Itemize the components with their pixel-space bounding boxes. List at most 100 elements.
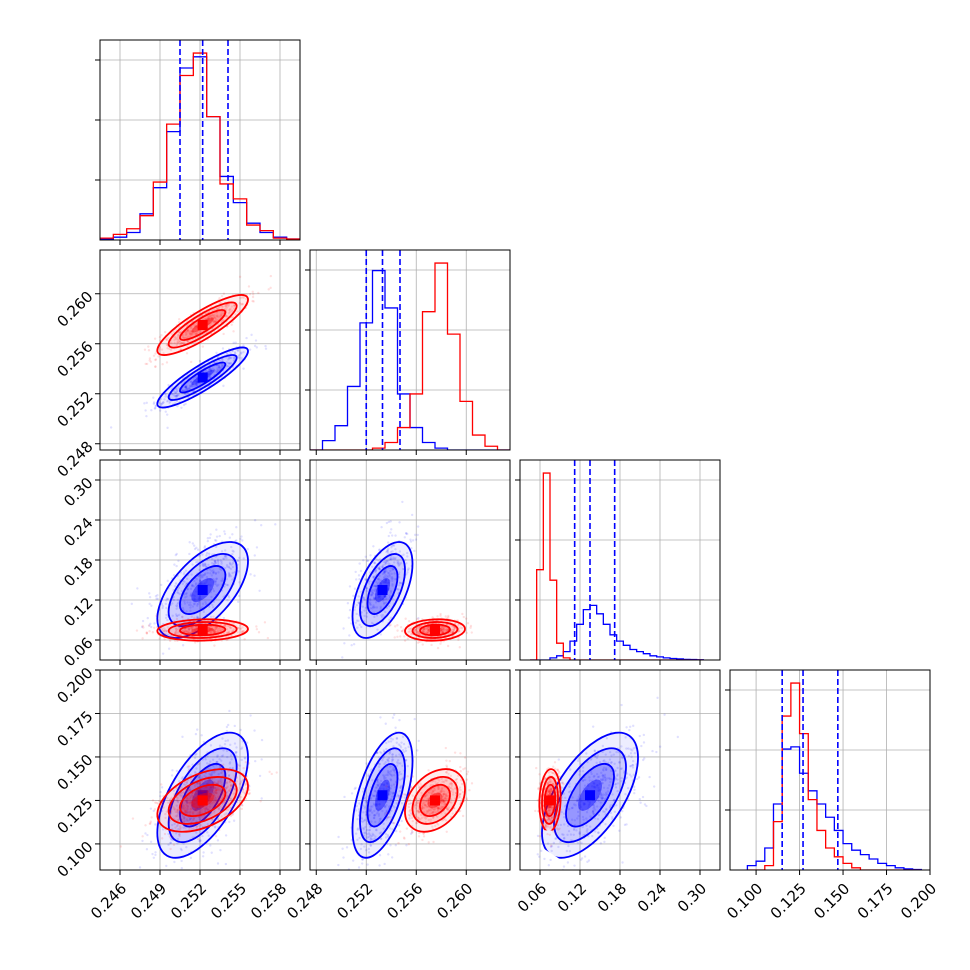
scatter-point <box>206 762 209 765</box>
scatter-point <box>389 737 393 740</box>
scatter-point <box>368 602 372 606</box>
scatter-point <box>184 386 187 389</box>
scatter-point <box>186 328 190 332</box>
scatter-point <box>382 561 386 564</box>
scatter-point <box>387 520 390 524</box>
density-peak <box>197 795 208 806</box>
scatter-point <box>253 729 256 732</box>
scatter-point <box>428 808 431 811</box>
scatter-point <box>381 613 385 617</box>
scatter-point <box>398 778 402 781</box>
scatter-point <box>420 804 424 808</box>
scatter-point <box>418 632 421 635</box>
scatter-point <box>209 316 212 319</box>
scatter-point <box>383 779 387 782</box>
density-contour <box>156 541 249 639</box>
scatter-point <box>362 828 366 831</box>
scatter-point <box>175 390 178 393</box>
scatter-point <box>364 606 367 610</box>
scatter-point <box>182 403 186 407</box>
scatter-point <box>196 603 199 606</box>
scatter-point <box>222 384 225 388</box>
scatter-point <box>447 772 450 776</box>
scatter-point <box>191 631 195 634</box>
scatter-point <box>192 798 195 801</box>
scatter-point <box>435 793 438 796</box>
density-contour <box>411 776 459 825</box>
scatter-point <box>441 789 444 792</box>
scatter-point <box>393 625 397 628</box>
scatter-point <box>201 855 205 858</box>
scatter-point <box>424 627 428 630</box>
scatter-point <box>243 637 246 641</box>
scatter-point <box>409 538 412 541</box>
scatter-point <box>410 547 413 550</box>
scatter-point <box>356 838 359 841</box>
scatter-point <box>161 362 164 366</box>
scatter-point <box>165 613 168 617</box>
scatter-point <box>226 584 230 587</box>
density-contour <box>167 301 238 349</box>
scatter-point <box>409 540 413 543</box>
scatter-point <box>217 583 220 586</box>
scatter-point <box>213 308 216 311</box>
scatter-point <box>204 810 207 813</box>
scatter-point <box>405 562 408 565</box>
scatter-point <box>176 842 179 845</box>
scatter-point <box>198 578 202 582</box>
scatter-point <box>183 817 186 820</box>
scatter-point <box>193 383 196 387</box>
scatter-point <box>391 567 395 571</box>
scatter-point <box>391 579 394 582</box>
scatter-point <box>441 799 445 802</box>
scatter-point <box>214 580 217 584</box>
scatter-point <box>181 629 184 633</box>
scatter-point <box>591 811 595 814</box>
scatter-point <box>158 409 162 412</box>
scatter-point <box>426 628 430 631</box>
scatter-point <box>179 826 182 830</box>
scatter-point <box>366 836 369 839</box>
scatter-point <box>210 595 213 599</box>
scatter-point <box>378 594 382 598</box>
scatter-point <box>233 304 236 307</box>
scatter-point <box>176 588 179 592</box>
scatter-point <box>383 571 386 575</box>
scatter-point <box>411 775 415 778</box>
scatter-point <box>154 405 157 408</box>
scatter-point <box>429 809 433 812</box>
scatter-point <box>207 626 211 629</box>
scatter-point <box>388 575 392 578</box>
scatter-point <box>345 846 349 849</box>
scatter-point <box>186 329 190 332</box>
scatter-point <box>387 785 390 789</box>
scatter-point <box>603 773 607 777</box>
scatter-point <box>220 294 224 298</box>
scatter-point <box>192 817 195 820</box>
scatter-point <box>466 621 470 625</box>
scatter-point <box>191 381 194 384</box>
scatter-point <box>370 593 374 597</box>
scatter-point <box>441 780 444 783</box>
scatter-point <box>172 598 176 602</box>
scatter-point <box>460 782 464 786</box>
scatter-point <box>146 880 148 882</box>
scatter-point <box>225 781 229 784</box>
scatter-point <box>374 804 378 807</box>
scatter-point <box>374 597 377 601</box>
scatter-point <box>205 807 209 811</box>
scatter-point <box>462 768 465 771</box>
density-peak <box>197 320 208 330</box>
scatter-point <box>392 821 395 825</box>
scatter-point <box>178 325 181 329</box>
scatter-point <box>392 792 395 795</box>
scatter-point <box>578 793 582 797</box>
scatter-point <box>183 385 187 388</box>
scatter-point <box>369 554 372 557</box>
scatter-point <box>207 552 211 555</box>
scatter-point <box>163 330 167 334</box>
scatter-point <box>431 816 435 819</box>
scatter-point <box>388 804 391 808</box>
scatter-point <box>437 807 441 810</box>
scatter-point <box>570 818 574 821</box>
